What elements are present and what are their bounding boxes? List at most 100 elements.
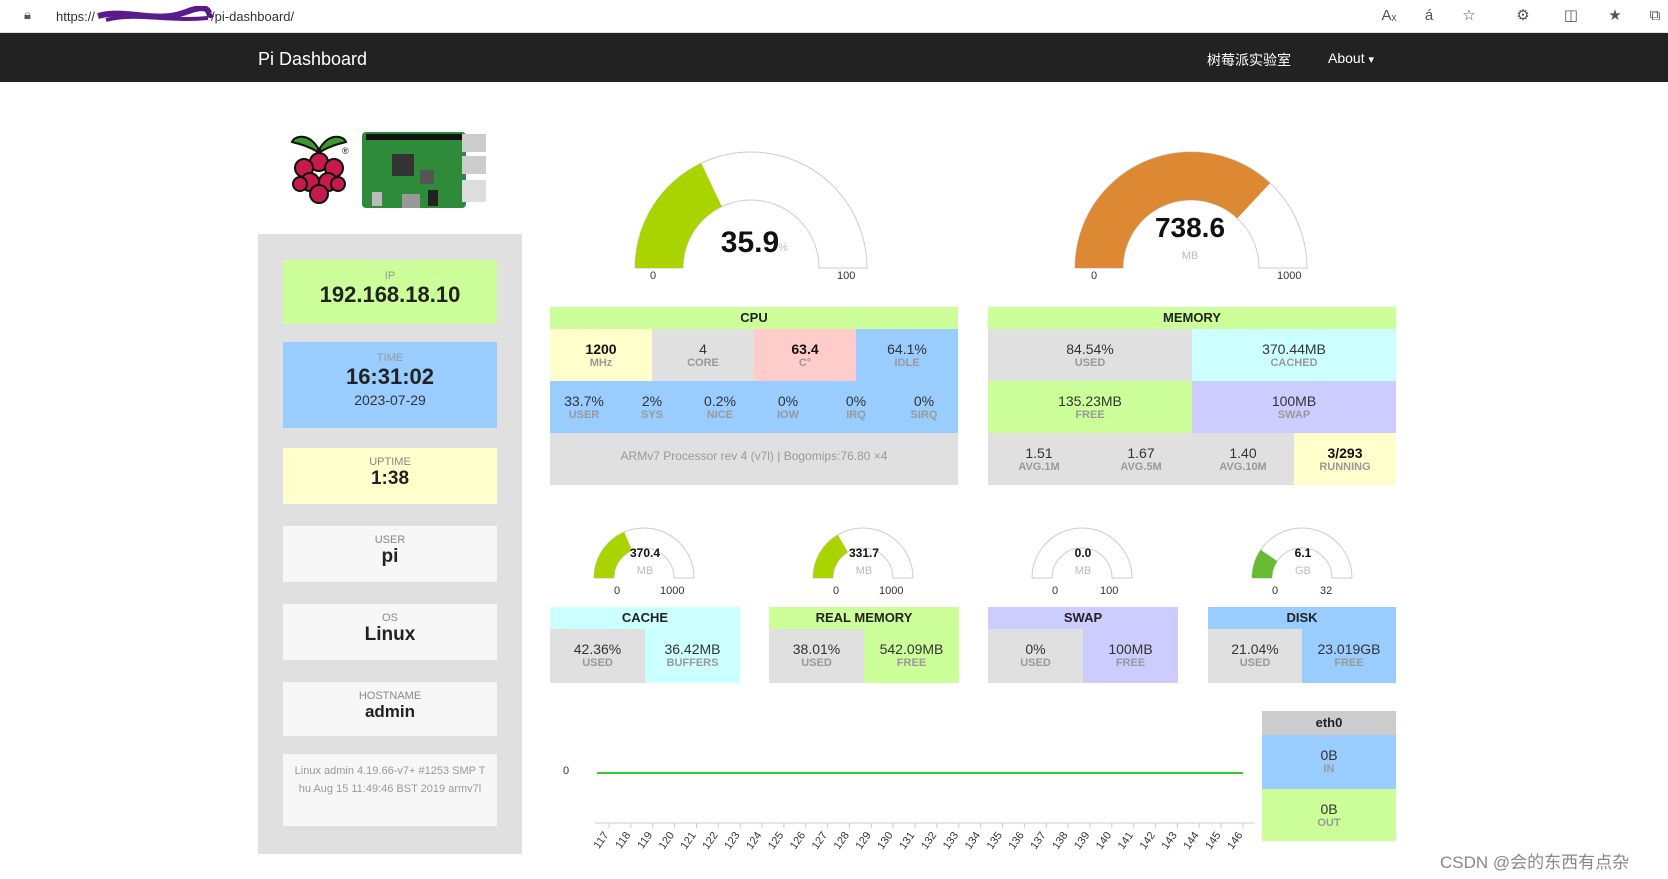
cpu-stat-label: USER — [568, 409, 600, 421]
real-memory-gauge-unit: MB — [855, 565, 873, 577]
real-memory-gauge-value: 331.7 — [848, 546, 880, 560]
swap-gauge-min: 0 — [1052, 585, 1059, 597]
uptime-value: 1:38 — [370, 468, 410, 489]
swap-used-value: 0% — [1025, 641, 1046, 657]
browser-toolbar: 🔒︎ https:///pi-dashboard/ Aₓ á ☆ ⚙ ◫ ★ … — [0, 0, 1668, 33]
url-text[interactable]: https:///pi-dashboard/ — [56, 9, 295, 24]
network-traffic-chart: 0 117 118 119 120 121 122 123 124 125 126 127 128 12… — [563, 765, 1255, 852]
cpu-gauge-unit: % — [778, 242, 788, 254]
cpu-stat-value: 2% — [641, 393, 663, 409]
memory-cached-cell: 370.44MB CACHED — [1192, 329, 1396, 381]
read-aloud-icon[interactable]: Aₓ — [1381, 7, 1397, 24]
chart-x-tick-label: 140 — [1094, 830, 1114, 852]
swap-gauge-value: 0.0 — [1074, 546, 1092, 560]
cpu-stat-value: 0.2% — [704, 393, 736, 409]
chart-x-tick-label: 136 — [1006, 830, 1026, 852]
disk-gauge-max: 32 — [1320, 585, 1333, 597]
memory-swap-value: 100MB — [1271, 393, 1317, 409]
swap-used-cell: 0% USED — [988, 629, 1083, 683]
swap-gauge-unit: MB — [1074, 565, 1092, 577]
memory-used-cell: 84.54% USED — [988, 329, 1192, 381]
chart-x-tick-label: 138 — [1050, 830, 1070, 852]
chart-x-tick-label: 119 — [635, 830, 655, 851]
cpu-stat-label: IRQ — [846, 409, 866, 421]
chart-x-tick-label: 142 — [1138, 830, 1158, 852]
extensions-icon[interactable]: ⚙ — [1516, 7, 1530, 24]
brand-link[interactable]: Pi Dashboard — [258, 49, 368, 69]
swap-table: SWAP 0% USED 100MB FREE — [988, 607, 1178, 683]
cpu-gauge-min: 0 — [650, 270, 657, 282]
hostname-value: admin — [364, 702, 416, 721]
memory-swap-label: SWAP — [1277, 409, 1311, 421]
chart-x-tick-label: 145 — [1203, 830, 1223, 852]
real-memory-free-cell: 542.09MB FREE — [864, 629, 959, 683]
swap-free-value: 100MB — [1108, 641, 1153, 657]
favorites-list-icon[interactable]: ★ — [1608, 7, 1622, 24]
cache-table: CACHE 42.36% USED 36.42MB BUFFERS — [550, 607, 740, 683]
user-card: USER pi — [283, 526, 497, 582]
cache-buffers-cell: 36.42MB BUFFERS — [645, 629, 740, 683]
cpu-stat-irq: 0% IRQ — [822, 381, 890, 433]
memory-swap-cell: 100MB SWAP — [1192, 381, 1396, 433]
watermark: CSDN @会的东西有点杂 — [1440, 853, 1630, 872]
cache-gauge-fill — [594, 532, 633, 578]
cache-gauge-min: 0 — [614, 585, 621, 597]
lock-icon[interactable]: 🔒︎ — [24, 7, 31, 22]
chart-y-tick-label: 0 — [563, 765, 569, 777]
swap-gauge-track — [1031, 527, 1133, 579]
time-value: 16:31:02 — [345, 364, 435, 389]
hostname-label: HOSTNAME — [358, 690, 422, 702]
memory-used-label: USED — [1074, 357, 1106, 369]
cpu-stat-label: SYS — [640, 409, 663, 421]
chart-x-tick-label: 135 — [985, 830, 1005, 852]
cpu-title: CPU — [550, 307, 958, 329]
nav-dropdown-about[interactable]: About ▾ — [1328, 50, 1375, 66]
disk-gauge-unit: GB — [1295, 565, 1311, 577]
eth0-in-value: 0B — [1320, 747, 1338, 763]
cache-gauge-unit: MB — [636, 565, 654, 577]
real-memory-used-label: USED — [801, 657, 832, 669]
swap-gauge — [1031, 527, 1133, 579]
favorite-star-icon[interactable]: ☆ — [1462, 7, 1476, 24]
disk-gauge-min: 0 — [1272, 585, 1279, 597]
cache-used-cell: 42.36% USED — [550, 629, 645, 683]
cache-gauge-value: 370.4 — [629, 546, 661, 560]
translate-icon[interactable]: á — [1424, 7, 1434, 24]
cpu-stat-sirq: 0% SIRQ — [890, 381, 958, 433]
real-memory-used-value: 38.01% — [792, 641, 841, 657]
memory-cached-label: CACHED — [1270, 357, 1318, 369]
cpu-temp-value: 63.4 — [791, 341, 819, 357]
cpu-stat-nice: 0.2% NICE — [686, 381, 754, 433]
cache-title: CACHE — [550, 607, 740, 629]
eth0-out-cell: 0B OUT — [1262, 789, 1396, 841]
caret-down-icon: ▾ — [1368, 54, 1375, 66]
disk-used-value: 21.04% — [1231, 641, 1279, 657]
memory-gauge-fill — [1075, 152, 1271, 268]
chart-x-tick-label: 129 — [853, 830, 873, 852]
cpu-freq-value: 1200 — [585, 341, 617, 357]
chart-x-tick-label: 117 — [592, 830, 612, 851]
split-screen-icon[interactable]: ◫ — [1563, 7, 1579, 24]
disk-gauge-fill — [1252, 549, 1278, 578]
disk-used-label: USED — [1239, 657, 1271, 669]
chart-x-tick-label: 126 — [788, 830, 808, 852]
load-avg-10m: 1.40 AVG.10M — [1192, 433, 1294, 485]
memory-title: MEMORY — [988, 307, 1396, 329]
chart-x-tick-label: 127 — [810, 830, 830, 852]
real-memory-table: REAL MEMORY 38.01% USED 542.09MB FREE — [769, 607, 959, 683]
cpu-core-value: 4 — [699, 341, 707, 357]
memory-gauge-value: 738.6 — [1154, 212, 1226, 243]
nav-link-lab[interactable]: 树莓派实验室 — [1207, 52, 1291, 68]
cpu-stat-value: 33.7% — [564, 393, 604, 409]
address-bar[interactable]: 🔒︎ https:///pi-dashboard/ — [6, 2, 1496, 29]
collections-icon[interactable]: ⧉ — [1649, 7, 1661, 24]
navbar: Pi Dashboard 树莓派实验室 About ▾ — [0, 33, 1668, 82]
memory-gauge — [1074, 151, 1308, 269]
chart-x-tick-label: 144 — [1181, 830, 1201, 852]
chart-x-tick-label: 121 — [679, 830, 699, 852]
svg-text:®: ® — [342, 146, 349, 156]
real-memory-gauge-max: 1000 — [879, 585, 904, 597]
date-value: 2023-07-29 — [354, 392, 426, 408]
load-label: AVG.1M — [1018, 461, 1060, 473]
load-value: 3/293 — [1327, 445, 1363, 461]
